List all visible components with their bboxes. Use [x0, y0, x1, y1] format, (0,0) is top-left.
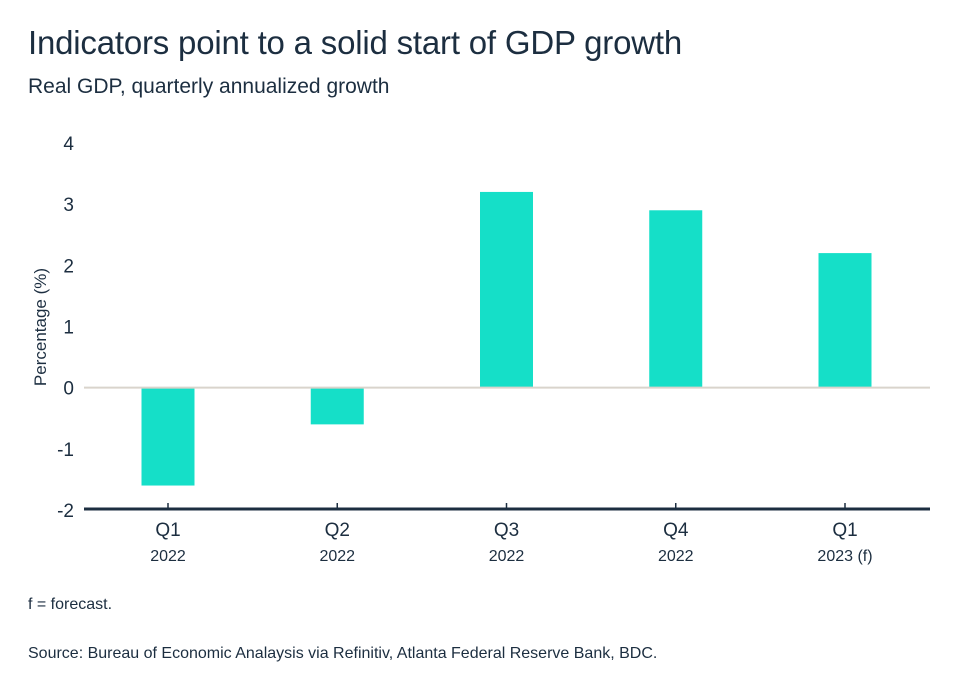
y-tick-labels: 4 3 2 1 0 -1 -2 — [57, 134, 74, 522]
y-tick-label: 3 — [63, 195, 74, 216]
forecast-note: f = forecast. — [28, 596, 113, 613]
x-tick-label-year: 2022 — [489, 548, 525, 565]
y-tick-label: 2 — [63, 256, 74, 277]
y-axis-label: Percentage (%) — [31, 268, 50, 386]
x-tick-label-year: 2022 — [150, 548, 186, 565]
x-tick-label-year: 2022 — [658, 548, 694, 565]
y-axis-label-group: Percentage (%) — [31, 268, 50, 386]
x-tick-label-quarter: Q1 — [155, 520, 180, 541]
y-tick-label: 0 — [63, 379, 74, 400]
chart-title: Indicators point to a solid start of GDP… — [28, 24, 682, 61]
y-tick-label: 1 — [63, 318, 74, 339]
y-tick-label: -2 — [57, 501, 74, 522]
bar — [310, 387, 364, 425]
x-tick-label-quarter: Q3 — [494, 520, 519, 541]
bar — [141, 387, 195, 486]
y-tick-label: -1 — [57, 440, 74, 461]
y-tick-label: 4 — [63, 134, 74, 155]
x-tick-label-quarter: Q1 — [832, 520, 857, 541]
chart-subtitle: Real GDP, quarterly annualized growth — [28, 75, 390, 98]
x-tick-labels: Q1 2022 Q2 2022 Q3 2022 Q4 2022 Q1 2023 (f) — [150, 520, 872, 565]
bar — [480, 191, 533, 388]
bar — [649, 210, 703, 388]
bars — [141, 191, 872, 486]
x-tick-label-year: 2022 — [319, 548, 355, 565]
bar — [818, 253, 872, 388]
x-tick-label-year: 2023 (f) — [817, 548, 872, 565]
x-tick-label-quarter: Q4 — [663, 520, 689, 541]
x-tick-label-quarter: Q2 — [325, 520, 350, 541]
x-tick-marks — [167, 503, 846, 510]
source-note: Source: Bureau of Economic Analaysis via… — [28, 645, 658, 662]
